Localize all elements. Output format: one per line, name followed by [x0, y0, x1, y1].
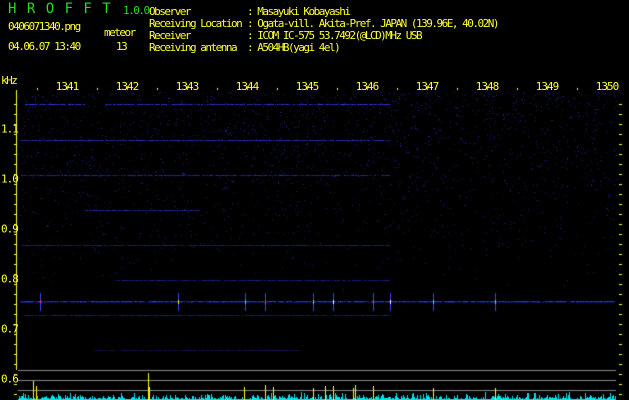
x-tick-label: 1344	[235, 80, 259, 93]
y-tick-label: 1.1	[1, 122, 19, 136]
app-version: 1.0.0	[123, 4, 150, 17]
y-tick-label: 0.6	[1, 372, 19, 386]
y-unit-label: kHz	[1, 74, 18, 87]
x-tick-label: 1346	[355, 80, 379, 93]
x-tick-label: 1350	[595, 80, 619, 93]
y-tick-label: 1.0	[1, 172, 19, 186]
x-tick-label: 1345	[295, 80, 319, 93]
app-title: H R O F F T	[8, 1, 112, 17]
info-value: : Masayuki Kobayashi	[247, 5, 351, 18]
info-label: Receiving Location	[149, 17, 243, 30]
y-tick-label: 0.7	[1, 322, 19, 336]
y-tick-label: 0.9	[1, 222, 19, 236]
x-tick-label: 1347	[415, 80, 439, 93]
x-tick-label: 1342	[115, 80, 139, 93]
x-tick-label: 1349	[535, 80, 559, 93]
datetime: 04.06.07 13:40	[8, 40, 81, 53]
filename: 0406071340.png	[8, 20, 81, 33]
info-value: : A504HB(yagi 4el)	[247, 41, 341, 54]
x-tick-label: 1348	[475, 80, 499, 93]
info-label: Observer	[149, 5, 191, 18]
x-tick-label: 1341	[55, 80, 79, 93]
meteor-count-value: 13	[116, 40, 128, 53]
meteor-count-label: meteor	[104, 26, 136, 39]
y-tick-label: 0.8	[1, 272, 19, 286]
info-value: : ICOM IC-575 53.7492(@LCD)MHz USB	[247, 29, 423, 42]
info-value: : Ogata-vill. Akita-Pref. JAPAN (139.96E…	[247, 17, 500, 30]
x-tick-label: 1343	[175, 80, 199, 93]
info-label: Receiving antenna	[149, 41, 238, 54]
info-label: Receiver	[149, 29, 191, 42]
